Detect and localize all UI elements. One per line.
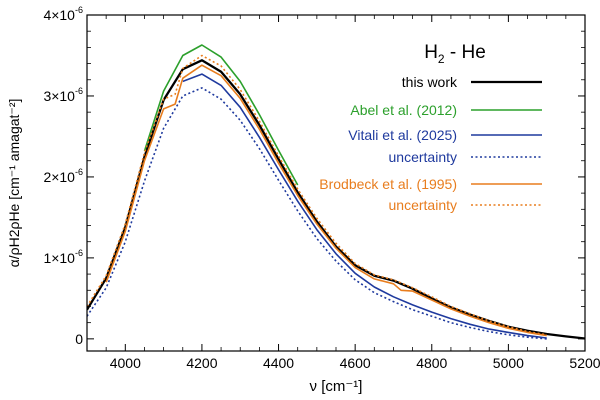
legend-label-3: Vitali et al. (2025) bbox=[348, 127, 457, 143]
y-tick-mantissa: 1×10 bbox=[43, 250, 75, 266]
legend-label-4: uncertainty bbox=[389, 149, 457, 165]
chart-title-base: H bbox=[424, 42, 438, 63]
y-tick-label: 3×10-6 bbox=[43, 86, 83, 104]
x-tick-label: 4400 bbox=[263, 355, 294, 371]
x-tick-label: 5200 bbox=[569, 355, 600, 371]
x-tick-label: 4800 bbox=[416, 355, 447, 371]
x-tick-label: 5000 bbox=[493, 355, 524, 371]
y-tick-exponent: -6 bbox=[75, 248, 83, 258]
legend-label-2: Abel et al. (2012) bbox=[350, 102, 457, 118]
legend-label-6: uncertainty bbox=[389, 197, 457, 213]
series-line-brodbeck-et-al-1995 bbox=[105, 64, 547, 337]
axis-ticks: 4000 4200 4400 4600 4800 5000 520001×10-62×10-… bbox=[43, 5, 600, 371]
chart-title-rest: - He bbox=[445, 42, 486, 63]
y-tick-label: 4×10-6 bbox=[43, 5, 83, 23]
y-tick-exponent: -6 bbox=[75, 5, 83, 15]
y-tick-exponent: -6 bbox=[75, 167, 83, 177]
y-tick-mantissa: 2×10 bbox=[43, 169, 75, 185]
legend-label-1: this work bbox=[402, 74, 458, 90]
y-tick-label: 1×10-6 bbox=[43, 248, 83, 266]
series-line-brodbeck-et-al-1995-uncertainty bbox=[87, 54, 547, 336]
y-tick-label: 2×10-6 bbox=[43, 167, 83, 185]
chart-title-sub: 2 bbox=[438, 52, 445, 66]
chart-title: H2 - He bbox=[424, 42, 486, 66]
y-axis-label: α/ρH2ρHe [cm⁻¹ amagat⁻²] bbox=[6, 99, 22, 268]
series-line-vitali-et-al-2025-uncertainty bbox=[87, 87, 547, 340]
y-tick-mantissa: 0 bbox=[75, 331, 83, 347]
y-tick-mantissa: 4×10 bbox=[43, 7, 75, 23]
series-layer bbox=[87, 44, 585, 340]
series-line-vitali-et-al-2025 bbox=[182, 73, 547, 339]
y-tick-mantissa: 3×10 bbox=[43, 88, 75, 104]
x-axis-label: ν [cm⁻¹] bbox=[310, 378, 363, 395]
x-tick-label: 4200 bbox=[186, 355, 217, 371]
legend-label-5: Brodbeck et al. (1995) bbox=[319, 176, 457, 192]
series-line-this-work bbox=[87, 59, 585, 340]
y-tick-label: 0 bbox=[75, 331, 83, 347]
x-tick-label: 4600 bbox=[340, 355, 371, 371]
y-tick-exponent: -6 bbox=[75, 86, 83, 96]
x-tick-label: 4000 bbox=[110, 355, 141, 371]
legend: this work Abel et al. (2012) Vitali et al.… bbox=[319, 74, 542, 213]
series-line-abel-et-al-2012 bbox=[143, 44, 299, 186]
